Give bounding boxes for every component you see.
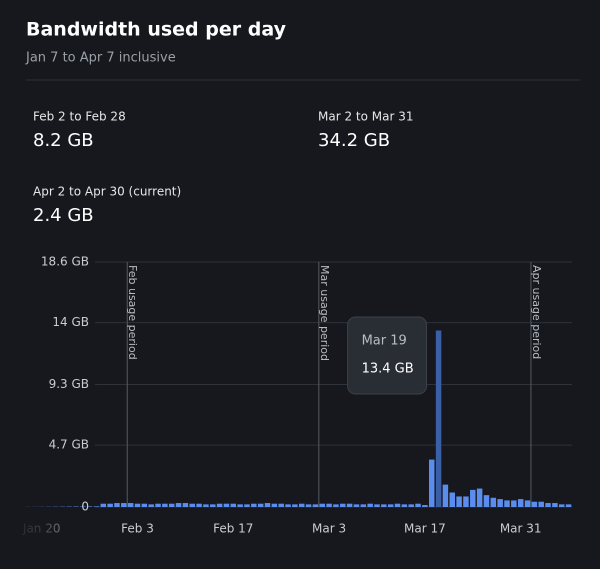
subtitle: Jan 7 to Apr 7 inclusive <box>25 51 176 66</box>
bar <box>517 499 524 507</box>
bar <box>244 504 250 507</box>
bar <box>292 504 298 507</box>
x-tick-label: Mar 3 <box>312 522 346 536</box>
bar <box>100 503 107 507</box>
bar <box>196 503 202 507</box>
bar <box>545 503 551 507</box>
bar <box>203 504 209 507</box>
stat-value: 34.2 GB <box>318 130 390 151</box>
x-tick-label: Feb 3 <box>121 522 154 536</box>
grid: Feb usage period Mar usage period Apr usag… <box>95 261 572 508</box>
x-tick-label: Feb 17 <box>213 522 253 536</box>
bar <box>538 501 544 507</box>
bar <box>422 505 428 507</box>
bar <box>155 503 161 507</box>
bar <box>449 492 455 507</box>
bar <box>237 504 243 507</box>
bar <box>470 489 476 507</box>
stat-label: Feb 2 to Feb 28 <box>33 110 126 124</box>
bar <box>285 504 291 507</box>
bar <box>428 459 435 507</box>
axis-labels: 0 4.7 GB 9.3 GB 14 GB 18.6 GB <box>41 255 89 514</box>
bar <box>456 496 462 507</box>
bar <box>210 504 216 507</box>
bar <box>408 504 414 507</box>
bar <box>381 504 387 507</box>
bar <box>442 484 449 507</box>
bar <box>175 503 182 507</box>
bar <box>511 500 517 507</box>
bar <box>251 503 257 507</box>
stat-label: Apr 2 to Apr 30 (current) <box>33 185 181 199</box>
bar <box>182 503 189 507</box>
bar <box>278 503 284 507</box>
bar <box>353 504 360 507</box>
bar <box>367 503 373 507</box>
overlay: Mar 19 13.4 GB <box>0 257 428 542</box>
bar <box>476 488 483 507</box>
y-tick-label: 0 <box>81 500 89 514</box>
bar <box>504 500 510 507</box>
bar <box>319 503 325 507</box>
bar <box>326 503 332 507</box>
bar <box>333 504 339 507</box>
bar <box>490 497 497 507</box>
bar <box>168 503 175 507</box>
bar <box>230 503 237 507</box>
period-label: Apr usage period <box>530 265 543 359</box>
bar <box>264 503 271 507</box>
bar <box>415 503 421 507</box>
bar <box>141 503 148 507</box>
bar <box>394 503 401 507</box>
bar <box>312 504 319 507</box>
stat-value: 8.2 GB <box>33 130 94 151</box>
tooltip-value: 13.4 GB <box>362 362 414 377</box>
bar <box>463 496 469 507</box>
stat-label: Mar 2 to Mar 31 <box>318 110 414 124</box>
bar <box>189 503 195 507</box>
bar <box>401 504 408 507</box>
bar <box>216 503 223 507</box>
bar <box>497 499 503 507</box>
y-tick-label: 18.6 GB <box>41 255 89 269</box>
bar <box>558 504 565 507</box>
y-tick-label: 4.7 GB <box>49 438 89 452</box>
bar <box>340 503 346 507</box>
period-label: Mar usage period <box>318 265 331 361</box>
bar <box>387 504 394 507</box>
x-tick-label: Mar 31 <box>500 522 542 536</box>
bar <box>483 495 490 507</box>
bar <box>360 504 367 507</box>
stat-value: 2.4 GB <box>33 205 94 226</box>
bar <box>114 503 120 507</box>
bar <box>162 503 168 507</box>
y-tick-label: 14 GB <box>52 315 89 329</box>
bar <box>531 501 538 507</box>
bar <box>305 504 312 507</box>
tooltip <box>347 316 428 395</box>
x-tick-label: Mar 17 <box>404 522 446 536</box>
bar <box>565 504 572 507</box>
bar <box>524 500 531 507</box>
period-label: Feb usage period <box>126 265 139 360</box>
bar <box>435 330 442 507</box>
y-tick-label: 9.3 GB <box>49 377 89 391</box>
title: Bandwidth used per day <box>26 19 287 41</box>
bar <box>127 503 134 507</box>
bar <box>298 503 305 507</box>
bar <box>223 503 230 507</box>
bar <box>271 503 278 507</box>
bar <box>374 504 380 507</box>
bar <box>107 503 113 507</box>
bar <box>346 503 353 507</box>
tooltip-title: Mar 19 <box>362 334 407 349</box>
bar <box>257 503 264 507</box>
bar <box>552 503 558 507</box>
bar <box>148 504 154 507</box>
bar <box>121 503 127 507</box>
fade <box>0 257 100 542</box>
bar <box>134 503 141 507</box>
